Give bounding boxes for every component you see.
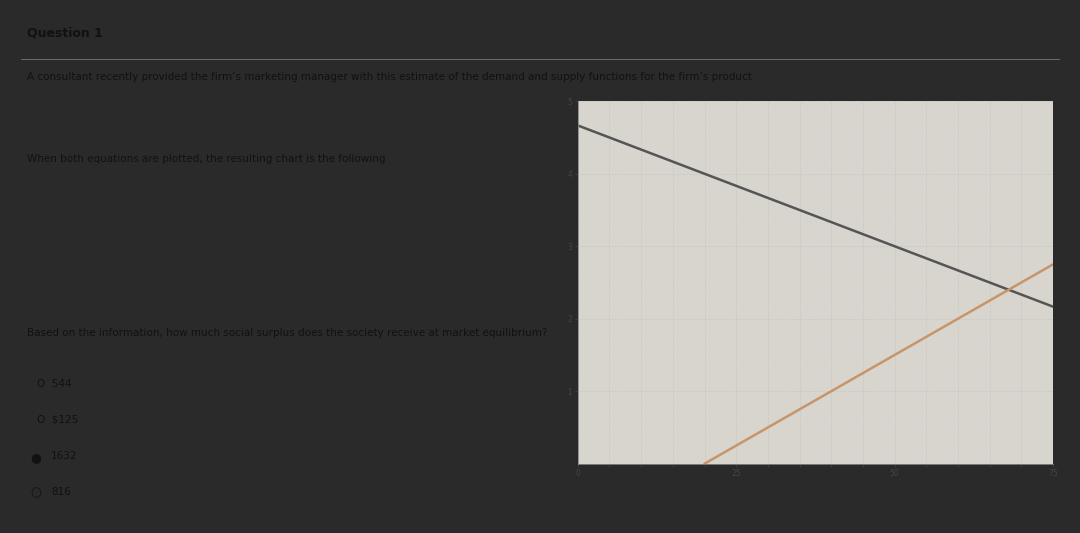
Text: O  544: O 544 <box>37 379 72 389</box>
Text: O  $125: O $125 <box>37 415 79 425</box>
Text: Qᵈ = 140 - 3P;  Qₛ = 20 + 2P: Qᵈ = 140 - 3P; Qₛ = 20 + 2P <box>877 128 1038 139</box>
Text: When both equations are plotted, the resulting chart is the following: When both equations are plotted, the res… <box>27 154 386 164</box>
Text: Based on the information, how much social surplus does the society receive at ma: Based on the information, how much socia… <box>27 328 548 338</box>
Text: 816: 816 <box>51 487 71 497</box>
Text: ○: ○ <box>30 487 41 499</box>
Text: ●: ● <box>30 451 41 464</box>
Text: Question 1: Question 1 <box>27 26 103 39</box>
Text: A consultant recently provided the firm’s marketing manager with this estimate o: A consultant recently provided the firm’… <box>27 72 752 82</box>
Text: 1632: 1632 <box>51 451 78 461</box>
